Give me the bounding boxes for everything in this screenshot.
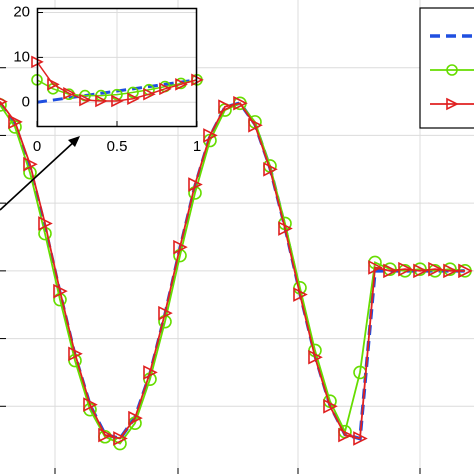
marker-triangle [203, 128, 218, 143]
marker-circle [127, 86, 139, 99]
marker-triangle [323, 398, 338, 414]
marker-triangle [158, 305, 173, 321]
series-line [37, 78, 197, 104]
marker-triangle [68, 346, 83, 362]
series-line [0, 101, 465, 440]
marker-triangle [95, 94, 108, 108]
marker-triangle [23, 156, 38, 172]
marker-triangle [263, 161, 278, 177]
marker-triangle [458, 263, 473, 279]
marker-circle [0, 98, 7, 112]
marker-triangle [383, 263, 398, 279]
marker-triangle [98, 427, 113, 443]
marker-triangle [248, 117, 263, 133]
x-tick-label: 0 [33, 138, 41, 155]
y-tick-label: 20 [13, 3, 30, 20]
zoom-arrow-head [68, 136, 80, 147]
x-tick-label: 0.5 [107, 138, 128, 155]
marker-triangle [173, 239, 188, 255]
legend-marker [446, 97, 459, 111]
marker-triangle [175, 78, 188, 91]
marker-triangle [188, 177, 203, 192]
marker-triangle [368, 260, 383, 275]
marker-triangle [159, 82, 172, 96]
y-tick-label: 10 [13, 48, 30, 65]
marker-triangle [293, 287, 308, 302]
legend-marker [446, 64, 458, 76]
marker-triangle [8, 114, 23, 130]
marker-triangle [278, 221, 293, 236]
marker-triangle [83, 397, 98, 412]
zoom-arrow [0, 139, 77, 211]
marker-triangle [413, 263, 428, 279]
marker-triangle [143, 87, 156, 101]
marker-triangle [443, 263, 458, 279]
marker-triangle [353, 431, 368, 446]
marker-triangle [398, 261, 413, 277]
marker-triangle [38, 216, 53, 231]
marker-triangle [63, 87, 76, 100]
marker-triangle [127, 92, 140, 106]
x-tick-label: 1 [193, 138, 201, 155]
marker-triangle [218, 99, 233, 114]
marker-triangle [308, 349, 323, 365]
marker-triangle [233, 95, 248, 111]
marker-triangle [128, 410, 143, 426]
marker-circle [111, 88, 123, 101]
marker-triangle [338, 427, 353, 443]
marker-triangle [428, 261, 443, 277]
marker-triangle [53, 283, 68, 299]
axes-box [36, 7, 198, 128]
marker-triangle [113, 431, 128, 446]
marker-triangle [143, 365, 158, 380]
y-tick-label: 0 [22, 93, 30, 110]
marker-triangle [47, 78, 60, 91]
marker-triangle [111, 94, 124, 108]
marker-triangle [79, 93, 92, 107]
